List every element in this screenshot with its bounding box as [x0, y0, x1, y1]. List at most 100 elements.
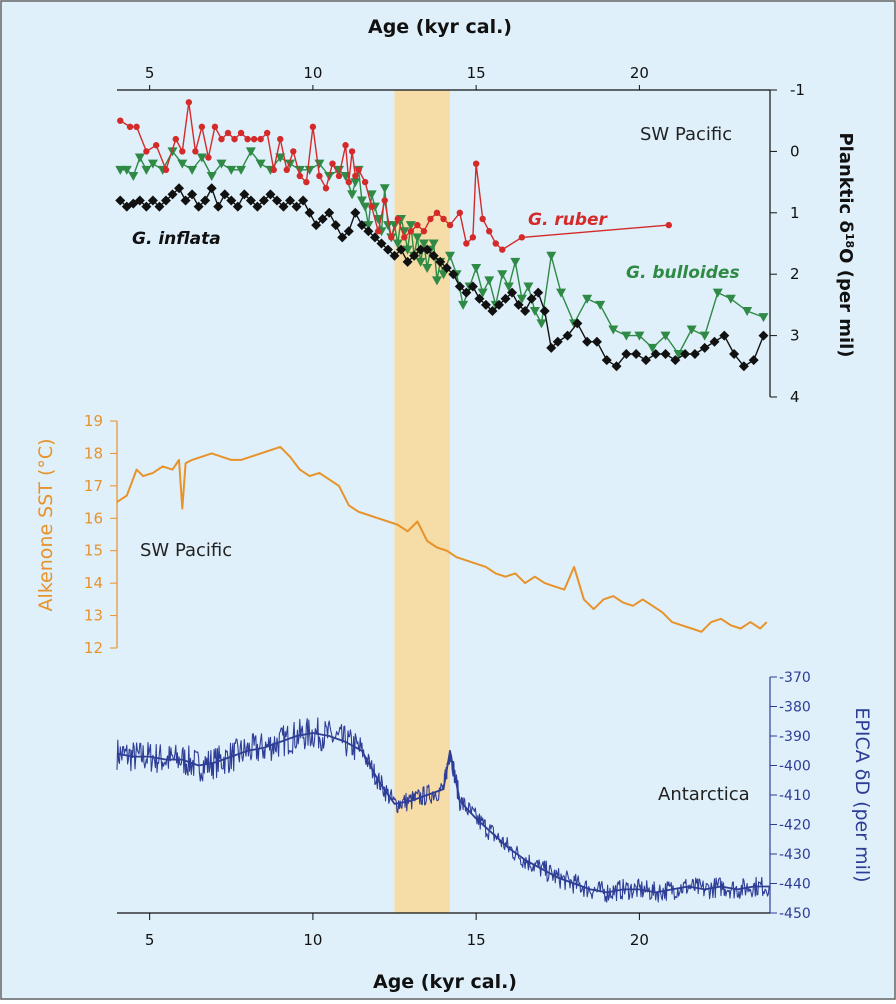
g-inflata-point	[291, 201, 302, 212]
g-bulloides-point	[415, 257, 426, 267]
g-ruber-point	[198, 123, 206, 131]
epica-y-tick-label: -400	[779, 759, 811, 775]
g-inflata-point	[650, 349, 661, 360]
g-ruber-point	[361, 178, 369, 186]
alkenone-y-tick-label: 13	[84, 607, 103, 625]
g-bulloides-point	[546, 251, 557, 261]
alkenone-y-tick-label: 17	[84, 477, 103, 495]
epica-y-tick-label: -420	[779, 818, 811, 834]
g-inflata-point	[748, 355, 759, 366]
g-bulloides-point	[141, 165, 152, 175]
g-inflata-point	[591, 336, 602, 347]
g-inflata-point	[513, 299, 524, 310]
g-bulloides-point	[285, 159, 296, 169]
g-bulloides-point	[134, 153, 145, 163]
g-bulloides-point	[445, 251, 456, 261]
g-inflata-point	[317, 213, 328, 224]
g-inflata-point	[402, 256, 413, 267]
top-x-tick-label: 5	[145, 64, 155, 82]
g-ruber-point	[427, 215, 434, 223]
g-ruber-point	[472, 160, 480, 167]
bottom-x-tick-label: 5	[145, 931, 155, 949]
g-inflata-point	[552, 336, 563, 347]
g-bulloides-point	[226, 165, 237, 175]
g-inflata-point	[719, 330, 730, 341]
g-inflata-point	[245, 195, 256, 206]
g-inflata-point	[134, 195, 145, 206]
g-ruber-point	[277, 135, 284, 143]
g-bulloides-point	[382, 221, 393, 231]
g-bulloides-point	[334, 165, 345, 175]
g-bulloides-point	[236, 165, 247, 175]
g-bulloides-point	[128, 171, 139, 181]
g-ruber-point	[345, 178, 353, 186]
g-bulloides-point	[725, 294, 736, 304]
g-inflata-point	[330, 220, 341, 231]
g-bulloides-point	[673, 350, 684, 360]
alkenone-y-tick-label: 12	[84, 639, 103, 657]
g-ruber-point	[322, 185, 330, 192]
g-inflata-point	[396, 244, 407, 255]
g-ruber-point	[433, 209, 441, 216]
g-ruber-point	[479, 215, 486, 223]
g-inflata-point	[454, 281, 465, 292]
epica-y-tick-label: -440	[779, 877, 811, 893]
g-inflata-point	[415, 244, 426, 255]
planktic-y-axis-title: Planktic δ18O (per mil)	[835, 132, 856, 357]
g-inflata-point	[369, 232, 380, 243]
g-inflata-point	[239, 189, 250, 200]
g-inflata-point	[539, 306, 550, 317]
g-inflata-point	[356, 220, 367, 231]
g-bulloides-point	[510, 257, 521, 267]
g-bulloides-point	[196, 153, 207, 163]
g-inflata-point	[141, 201, 152, 212]
g-inflata-point	[621, 349, 632, 360]
g-bulloides-point	[245, 147, 256, 157]
g-inflata-point	[115, 195, 126, 206]
g-inflata-point	[500, 293, 511, 304]
planktic-region-label: SW Pacific	[640, 124, 732, 145]
planktic-y-tick-label: 1	[790, 204, 800, 222]
g-inflata-point	[154, 201, 165, 212]
g-ruber-point	[381, 197, 388, 204]
bottom-x-tick-label: 10	[303, 931, 322, 949]
alkenone-y-tick-label: 18	[84, 444, 103, 462]
g-bulloides-point	[115, 165, 126, 175]
g-bulloides-point	[366, 190, 377, 200]
epica-y-tick-label: -370	[779, 670, 811, 686]
g-ruber-point	[463, 240, 470, 247]
g-bulloides-point	[304, 165, 315, 175]
alkenone-region-label: SW Pacific	[140, 540, 232, 561]
g-inflata-point	[520, 306, 531, 317]
g-inflata-point	[680, 349, 691, 360]
g-ruber-point	[375, 228, 382, 235]
g-inflata-point	[562, 330, 573, 341]
g-bulloides-point	[187, 165, 198, 175]
epica-y-axis-title: EPICA δD (per mil)	[851, 707, 873, 882]
g-ruber-point	[499, 246, 506, 253]
top-x-tick-label: 15	[467, 64, 486, 82]
epica-y-tick-label: -430	[779, 847, 811, 863]
g-bulloides-point	[699, 331, 710, 341]
g-bulloides-point	[634, 331, 645, 341]
g-ruber-point	[388, 234, 395, 241]
epica-variability-line	[116, 717, 771, 903]
g-ruber-point	[283, 166, 290, 174]
bottom-x-tick-label: 15	[467, 931, 486, 949]
g-bulloides-point	[660, 331, 671, 341]
planktic-y-tick-label: 4	[790, 388, 800, 406]
g-bulloides-point	[647, 343, 658, 353]
g-ruber-point	[237, 129, 245, 137]
g-inflata-point	[441, 263, 452, 274]
g-inflata-point	[526, 293, 537, 304]
g-inflata-point	[167, 189, 178, 200]
g-bulloides-point	[405, 221, 416, 231]
g-bulloides-point	[177, 159, 188, 169]
g-ruber-point	[414, 221, 421, 229]
g-inflata-point	[582, 336, 593, 347]
planktic-y-tick-label: 2	[790, 265, 800, 283]
g-bulloides-point	[758, 313, 769, 323]
g-inflata-point	[474, 293, 485, 304]
